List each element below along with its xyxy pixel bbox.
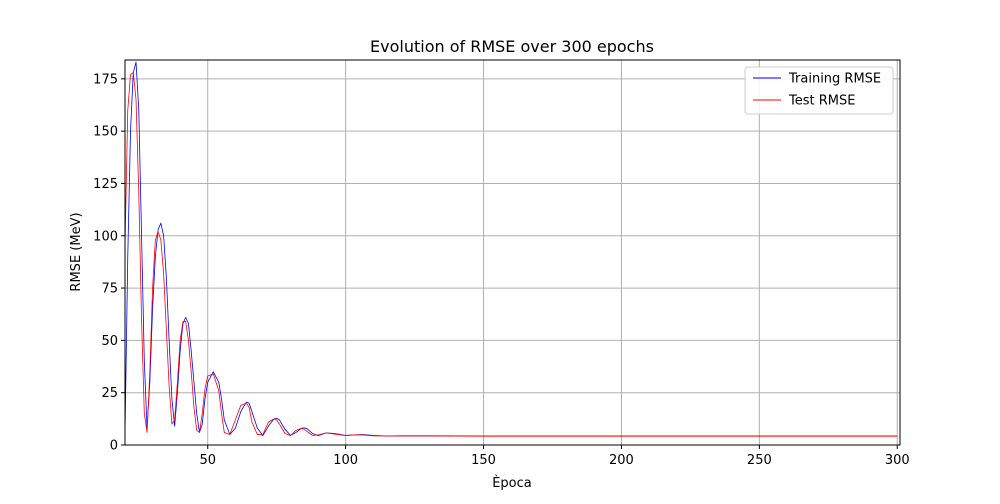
test-rmse-line [124, 72, 898, 437]
legend-label-training: Training RMSE [788, 72, 881, 87]
x-tick-label: 200 [609, 453, 634, 468]
series-lines [124, 61, 898, 437]
y-tick-label: 0 [110, 439, 118, 454]
y-tick-label: 75 [101, 282, 118, 297]
plot-frame [124, 59, 901, 446]
x-tick-label: 50 [199, 453, 216, 468]
x-tick-label: 150 [471, 453, 496, 468]
x-tick-label: 100 [333, 453, 358, 468]
y-tick-label: 125 [93, 177, 118, 192]
x-tick-label: 250 [747, 453, 772, 468]
y-tick-label: 50 [101, 334, 118, 349]
y-tick-label: 175 [93, 72, 118, 87]
x-tick-label: 300 [885, 453, 910, 468]
legend-box [744, 66, 894, 115]
axis-ticks: 50 100 150 200 250 300 0 25 50 75 100 125 150 175 [93, 72, 909, 468]
x-axis-label: Època [492, 475, 532, 491]
y-tick-label: 100 [93, 229, 118, 244]
chart-title: Evolution of RMSE over 300 epochs [370, 37, 654, 56]
training-rmse-line [124, 61, 898, 437]
y-tick-label: 150 [93, 125, 118, 140]
y-axis-label: RMSE (MeV) [69, 212, 84, 291]
y-tick-label: 25 [101, 386, 118, 401]
legend-label-test: Test RMSE [788, 94, 855, 109]
legend: Training RMSE Test RMSE [744, 66, 894, 115]
